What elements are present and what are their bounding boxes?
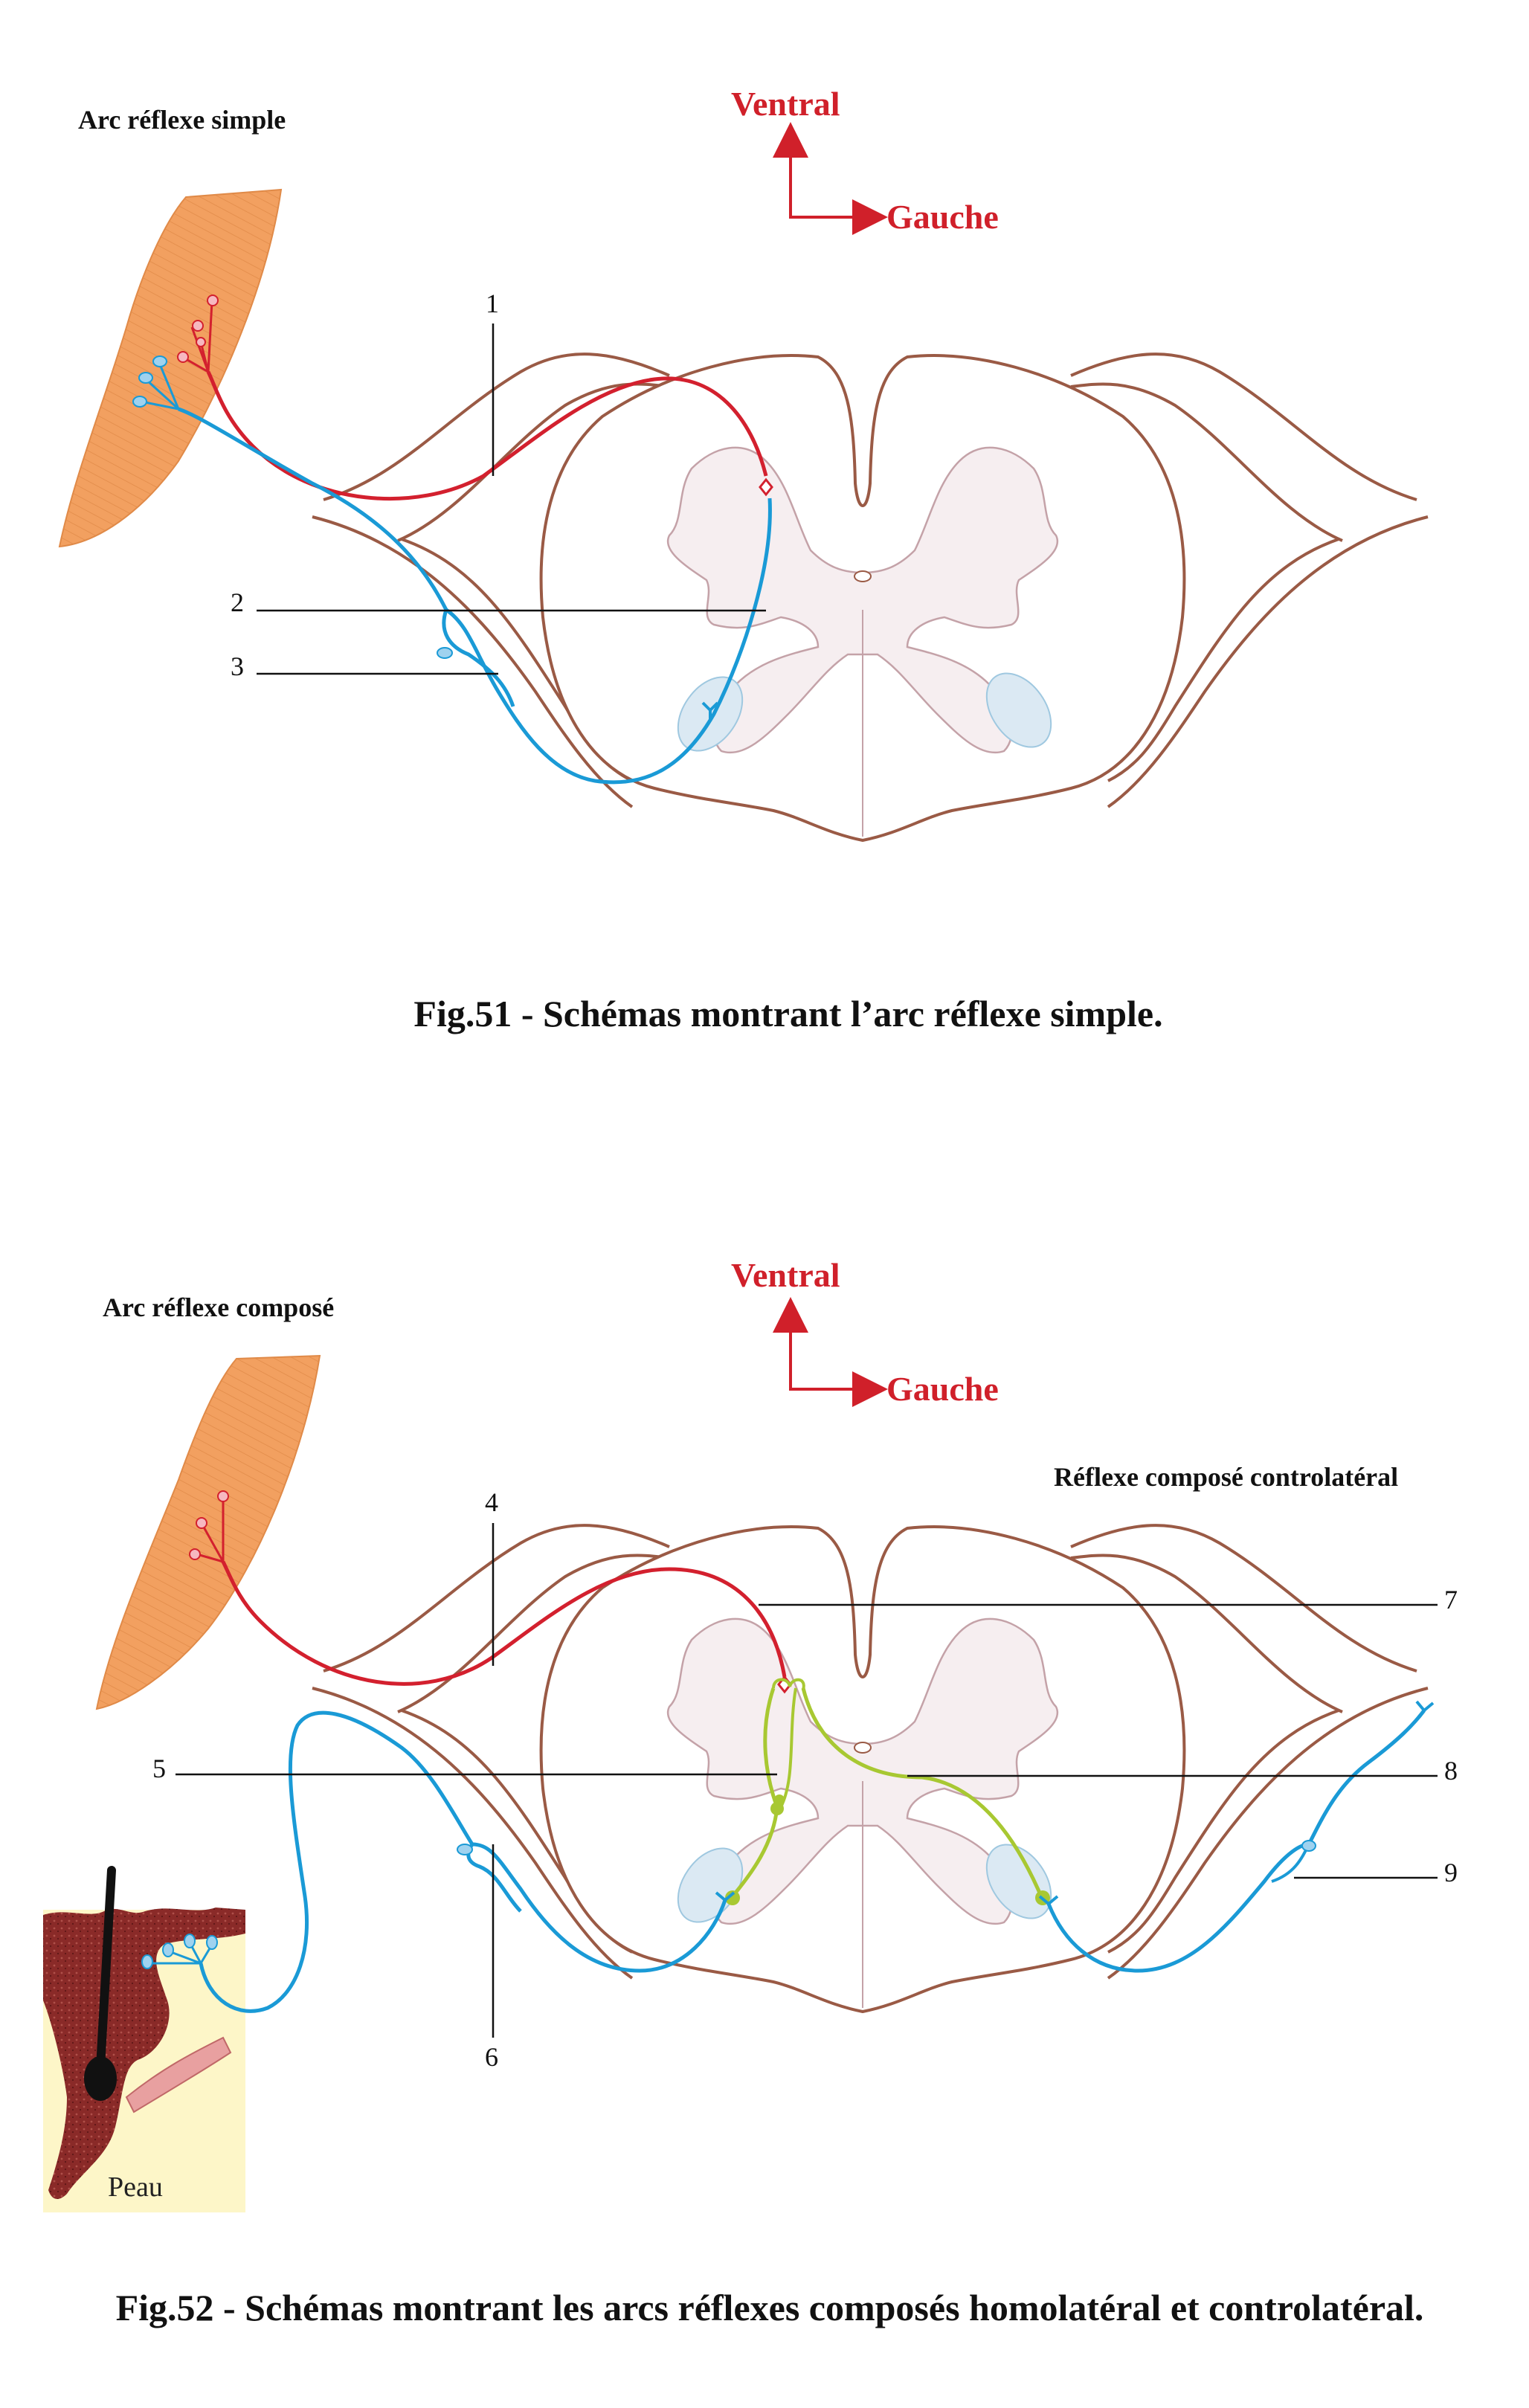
arrector-muscle-icon	[125, 2036, 232, 2114]
figure-52: Arc réflexe composé Ventral Gauche Réfle…	[43, 1256, 1458, 2328]
muscle-icon	[58, 188, 283, 548]
orientation-gauche-2: Gauche	[886, 1370, 999, 1408]
label-7: 7	[1444, 1585, 1458, 1615]
spinal-cord-section	[311, 352, 1429, 842]
panel-title-simple: Arc réflexe simple	[78, 105, 286, 135]
orientation-indicator-2: Ventral Gauche	[731, 1256, 999, 1408]
right-title-controlateral: Réflexe composé controlatéral	[1054, 1462, 1398, 1492]
figure-51-caption: Fig.51 - Schémas montrant l’arc réflexe …	[413, 993, 1162, 1034]
label-4: 4	[485, 1487, 498, 1517]
label-1: 1	[486, 289, 499, 318]
label-lines-fig51: 1 2 3	[231, 289, 766, 681]
orientation-gauche: Gauche	[886, 198, 999, 236]
muscle-icon	[95, 1354, 321, 1710]
orientation-ventral: Ventral	[731, 85, 840, 123]
label-9: 9	[1444, 1858, 1458, 1887]
figure-51: Arc réflexe simple Ventral Gauche	[58, 85, 1429, 1034]
skin-section: Peau	[43, 1866, 245, 2212]
orientation-ventral-2: Ventral	[731, 1256, 840, 1294]
label-5: 5	[152, 1754, 166, 1783]
label-8: 8	[1444, 1756, 1458, 1786]
panel-title-compose: Arc réflexe composé	[103, 1292, 334, 1322]
skin-icon	[43, 1908, 245, 2199]
label-6: 6	[485, 2042, 498, 2072]
label-lines-fig52: 4 5 6 7 8 9	[152, 1487, 1458, 2072]
sensory-neuron-blue	[132, 355, 772, 785]
label-3: 3	[231, 651, 244, 681]
label-2: 2	[231, 587, 244, 617]
orientation-indicator: Ventral Gauche	[731, 85, 999, 236]
contralateral-motor-neuron-blue	[1038, 1700, 1435, 1973]
hair-follicle-icon	[84, 1866, 117, 2101]
figure-52-caption: Fig.52 - Schémas montrant les arcs réfle…	[116, 2287, 1424, 2328]
motor-neuron-red	[177, 294, 773, 500]
sensory-neuron-blue-2	[141, 1710, 735, 2013]
skin-label: Peau	[108, 2172, 163, 2203]
